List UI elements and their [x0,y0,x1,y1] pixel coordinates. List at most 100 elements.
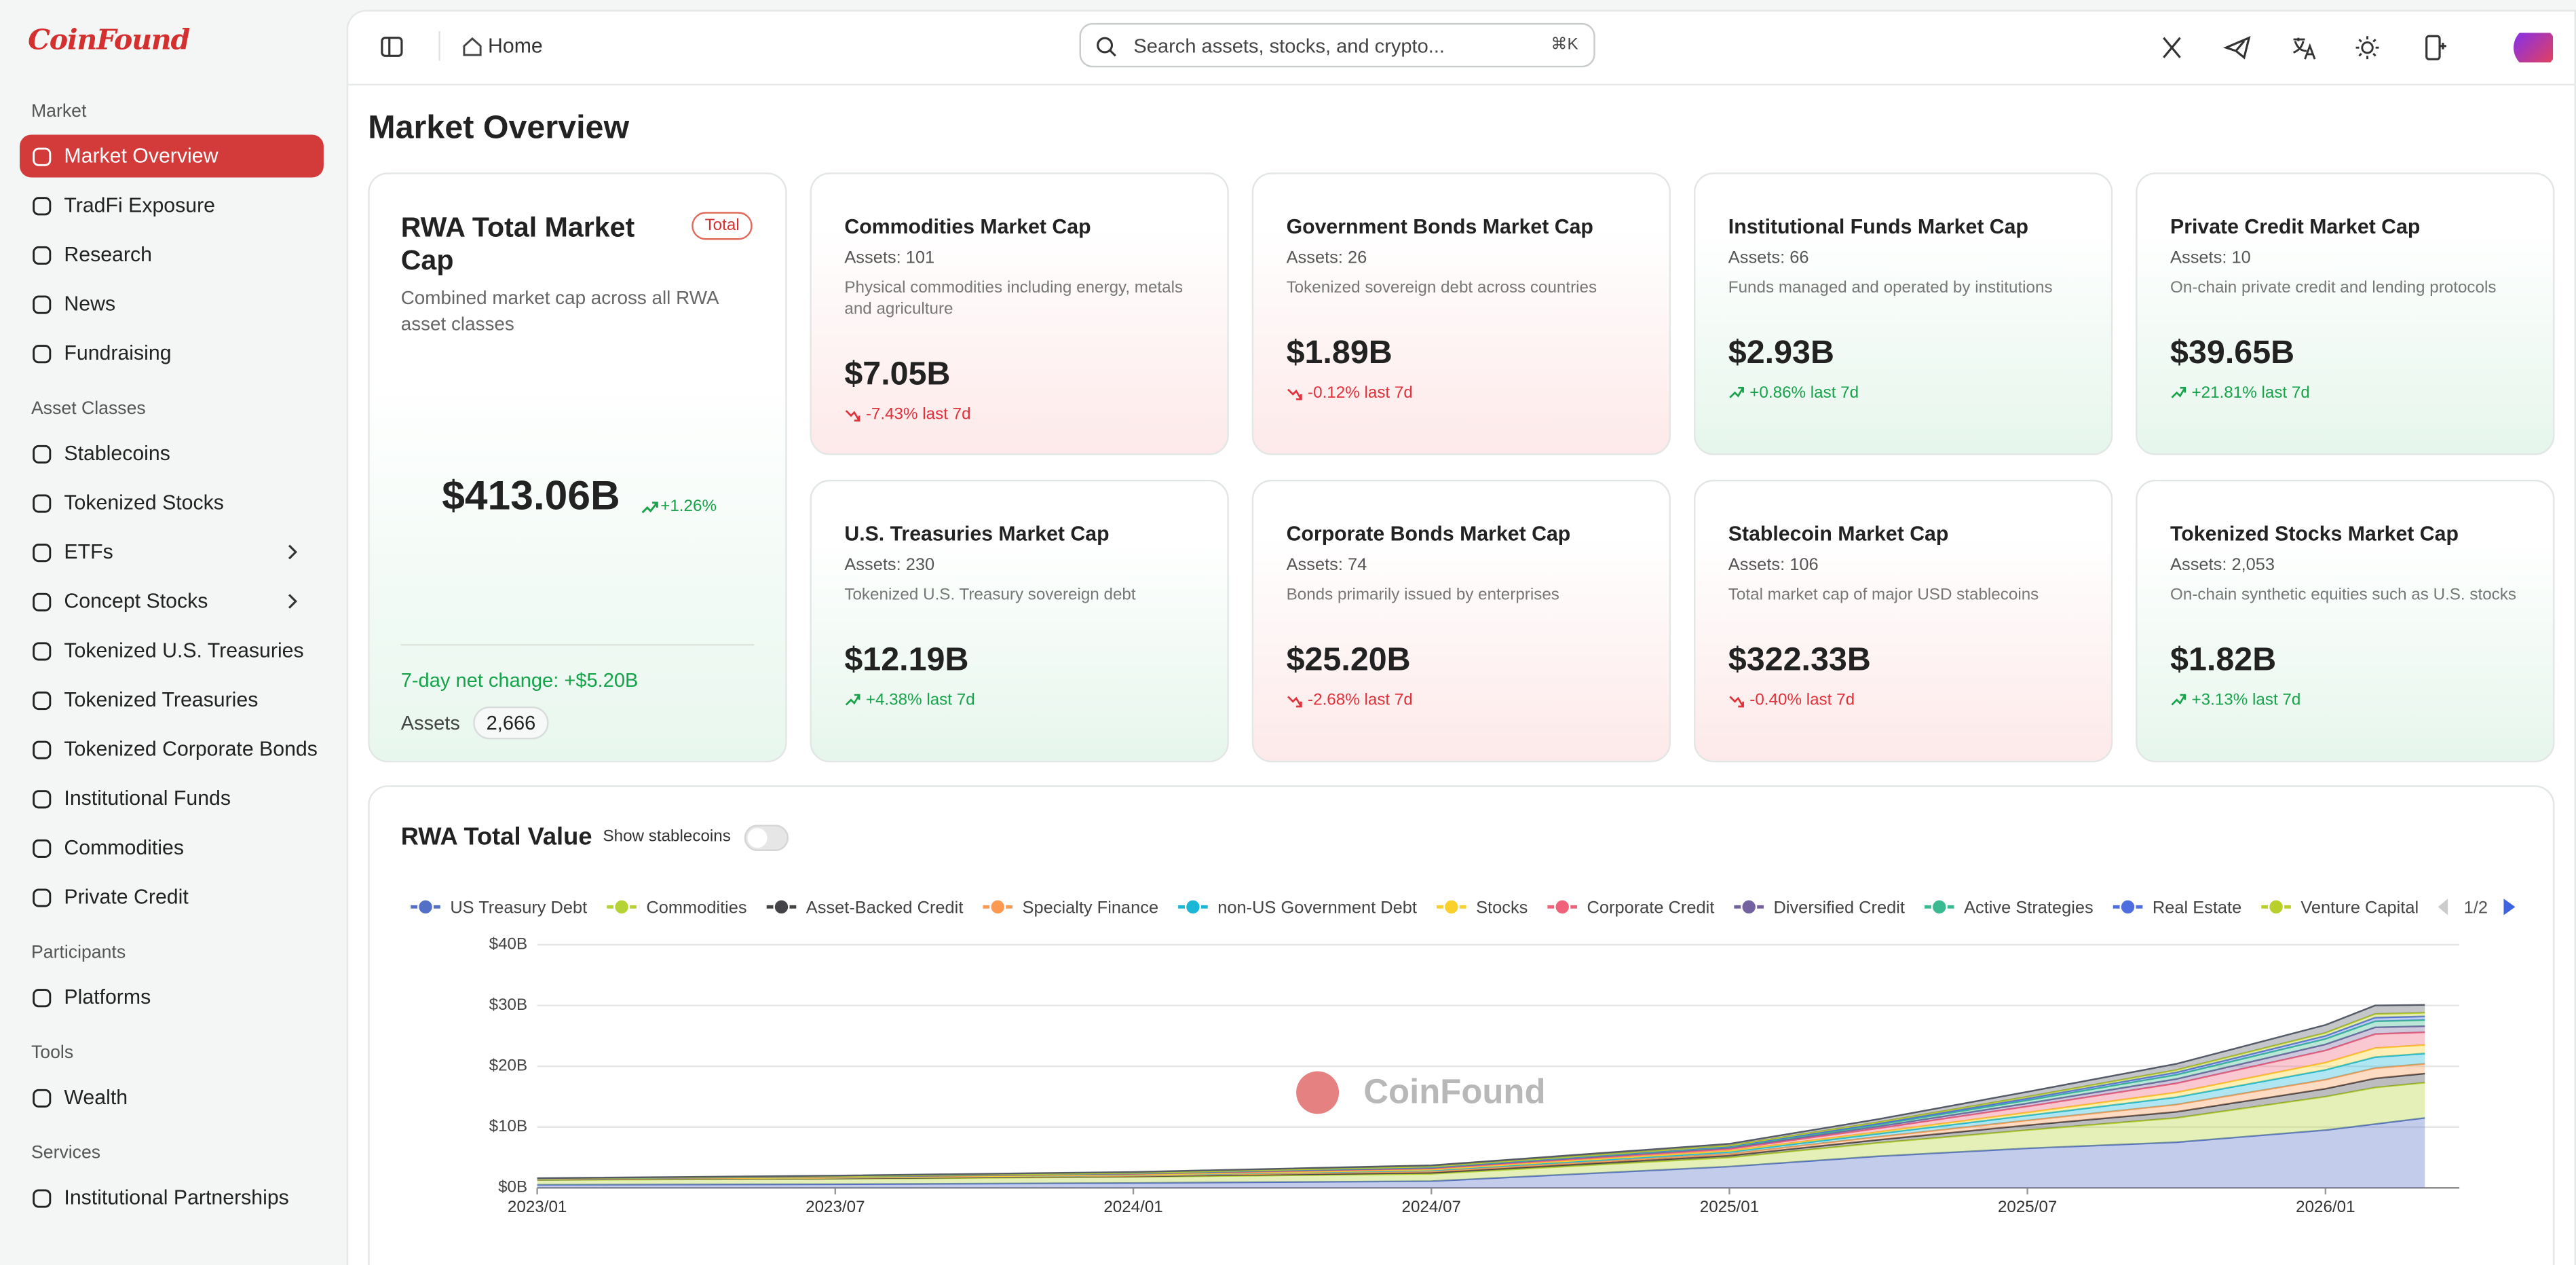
nav-item[interactable]: Wealth [20,1076,324,1119]
nav-item[interactable]: Private Credit [20,875,324,918]
legend-item[interactable]: US Treasury Debt [411,898,587,917]
legend-item[interactable]: Venture Capital [2261,898,2419,917]
sidebar: MarketMarket OverviewTradFi ExposureRese… [0,0,345,1241]
market-card[interactable]: Private Credit Market CapAssets: 10On-ch… [2136,172,2554,455]
nav-item[interactable]: Market Overview [20,135,324,178]
card-change-row: +0.86% last 7d [1728,384,2079,402]
nav-item[interactable]: Platforms [20,976,324,1019]
card-assets: Assets: 2,053 [2170,554,2520,577]
card-title: Commodities Market Cap [844,214,1194,240]
nav-item[interactable]: News [20,282,324,325]
nav-icon [31,987,52,1008]
nav-item[interactable]: Fundraising [20,332,324,375]
legend-label: Specialty Finance [1023,898,1159,917]
icon-shape [34,692,50,708]
nav-item[interactable]: Tokenized Treasuries [20,679,324,721]
x-tick-label: 2025/01 [1700,1198,1759,1216]
legend-marker [418,899,433,914]
card-change: +3.13% last 7d [2192,692,2301,710]
legend-item[interactable]: Real Estate [2113,898,2241,917]
legend-marker [1741,899,1756,914]
nav-label: Tokenized U.S. Treasuries [64,639,303,662]
market-card[interactable]: Government Bonds Market CapAssets: 26Tok… [1252,172,1671,455]
market-card[interactable]: Commodities Market CapAssets: 101Physica… [810,172,1229,455]
nav-item[interactable]: TradFi Exposure [20,184,324,227]
breadcrumb[interactable]: Home [488,35,543,58]
nav-item[interactable]: ETFs [20,531,324,573]
nav-section-title: Tools [20,1040,324,1066]
market-card[interactable]: Stablecoin Market CapAssets: 106Total ma… [1694,480,2113,762]
icon-shape [34,643,50,659]
legend-item[interactable]: Active Strategies [1925,898,2094,917]
nav-item[interactable]: Institutional Funds [20,777,324,820]
card-title: Tokenized Stocks Market Cap [2170,521,2520,547]
legend-prev[interactable] [2438,899,2448,915]
search-placeholder: Search assets, stocks, and crypto... [1133,35,1445,58]
nav-item[interactable]: Tokenized Stocks [20,481,324,524]
x-tick-label: 2026/01 [2296,1198,2355,1216]
legend-item[interactable]: Private Credit [2438,898,2554,917]
header-icons [2159,33,2553,62]
card-title: Institutional Funds Market Cap [1728,214,2079,240]
telegram-icon[interactable] [2226,38,2249,58]
legend-item[interactable]: Specialty Finance [983,898,1158,917]
x-icon[interactable] [2163,38,2180,58]
legend-marker [990,899,1005,914]
theme-icon[interactable] [2356,36,2379,59]
nav-item[interactable]: Institutional Partnerships [20,1176,324,1219]
legend-label: Asset-Backed Credit [806,898,964,917]
nav-item[interactable]: Research [20,233,324,276]
translate-icon[interactable] [2294,38,2315,59]
legend-label: Active Strategies [1964,898,2094,917]
market-card[interactable]: U.S. Treasuries Market CapAssets: 230Tok… [810,480,1229,762]
nav-item[interactable]: Commodities [20,827,324,869]
legend: US Treasury Debt Commodities Asset-Backed … [411,898,2554,917]
avatar[interactable] [2514,33,2553,62]
nav-label: Market Overview [64,145,218,168]
nav-item[interactable]: Stablecoins [20,432,324,475]
card-description: Physical commodities including energy, m… [844,278,1194,320]
sidebar-toggle[interactable] [379,35,404,59]
card-value: $25.20B [1287,639,1637,682]
nav-icon [31,640,52,661]
icon-shape [34,1089,50,1106]
nav-label: Stablecoins [64,442,170,465]
market-card[interactable]: Corporate Bonds Market CapAssets: 74Bond… [1252,480,1671,762]
nav-item[interactable]: Tokenized U.S. Treasuries [20,629,324,672]
legend-item[interactable]: Commodities [607,898,746,917]
nav-item[interactable]: Tokenized Corporate Bonds [20,728,324,770]
trend-icon [2170,694,2186,709]
nav-label: Institutional Partnerships [64,1186,288,1209]
nav-icon [31,837,52,858]
nav-label: Private Credit [64,886,188,909]
nav-section-title: Asset Classes [20,396,324,422]
x-tick-label: 2024/01 [1103,1198,1162,1216]
nav-icon [31,788,52,809]
legend-item[interactable]: Stocks [1437,898,1528,917]
nav-item[interactable]: Concept Stocks [20,580,324,623]
card-value: $39.65B [2170,332,2520,375]
legend-marker [2269,899,2284,914]
total-title: RWA Total Market Cap [401,212,672,278]
legend-label: Diversified Credit [1773,898,1904,917]
card-value: $7.05B [844,353,1194,396]
market-card[interactable]: Institutional Funds Market CapAssets: 66… [1694,172,2113,455]
card-change: +21.81% last 7d [2192,384,2310,402]
icon-shape [34,839,50,856]
legend-item[interactable]: non-US Government Debt [1178,898,1417,917]
app-icon[interactable] [2427,36,2446,59]
card-title: Corporate Bonds Market Cap [1287,521,1637,547]
legend-item[interactable]: Asset-Backed Credit [767,898,964,917]
legend-label: Private Credit [2478,898,2554,917]
legend-item[interactable]: Corporate Credit [1547,898,1714,917]
legend-next[interactable] [2503,899,2515,915]
legend-label: US Treasury Debt [450,898,587,917]
market-card[interactable]: Tokenized Stocks Market Cap Assets: 2,053… [2136,480,2554,762]
legend-item[interactable]: Diversified Credit [1734,898,1905,917]
nav-section-title: Participants [20,940,324,966]
trend-shape [1288,696,1301,706]
search-shortcut: ⌘K [1551,36,1578,54]
header-divider [347,83,2576,85]
card-assets: Assets: 26 [1287,246,1637,269]
net-change: 7-day net change: +$5.20B [401,668,639,692]
